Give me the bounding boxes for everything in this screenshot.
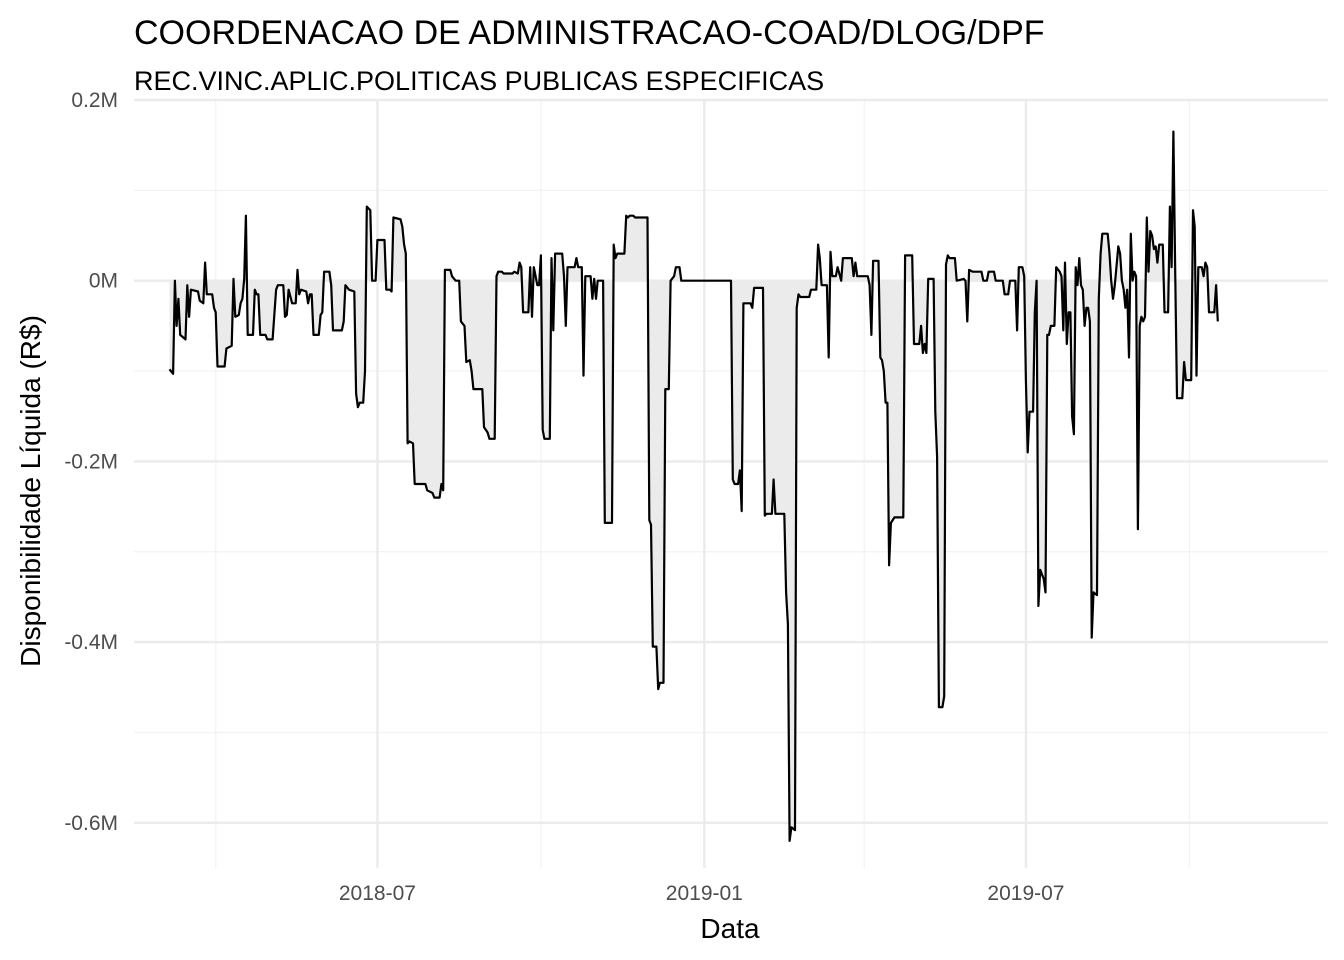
- x-tick-label: 2019-01: [666, 882, 743, 905]
- x-tick-label: 2019-07: [987, 882, 1064, 905]
- series-line: [168, 130, 1219, 842]
- plot-area: [168, 130, 1219, 842]
- x-axis-title: Data: [700, 913, 760, 944]
- y-tick-label: -0.4M: [64, 631, 118, 654]
- y-tick-label: 0.2M: [71, 89, 118, 112]
- series-area: [169, 131, 1218, 841]
- x-tick-label: 2018-07: [339, 882, 416, 905]
- y-tick-label: -0.6M: [64, 812, 118, 835]
- y-tick-label: -0.2M: [64, 450, 118, 473]
- y-axis-title: Disponibilidade Líquida (R$): [15, 315, 46, 667]
- y-axis: 0.2M 0M -0.2M -0.4M -0.6M: [64, 89, 118, 835]
- grid: [134, 98, 1328, 868]
- chart-subtitle: REC.VINC.APLIC.POLITICAS PUBLICAS ESPECI…: [134, 66, 824, 96]
- y-tick-label: 0M: [89, 270, 118, 293]
- chart-title: COORDENACAO DE ADMINISTRACAO-COAD/DLOG/D…: [134, 14, 1045, 52]
- x-axis: 2018-07 2019-01 2019-07: [339, 882, 1065, 905]
